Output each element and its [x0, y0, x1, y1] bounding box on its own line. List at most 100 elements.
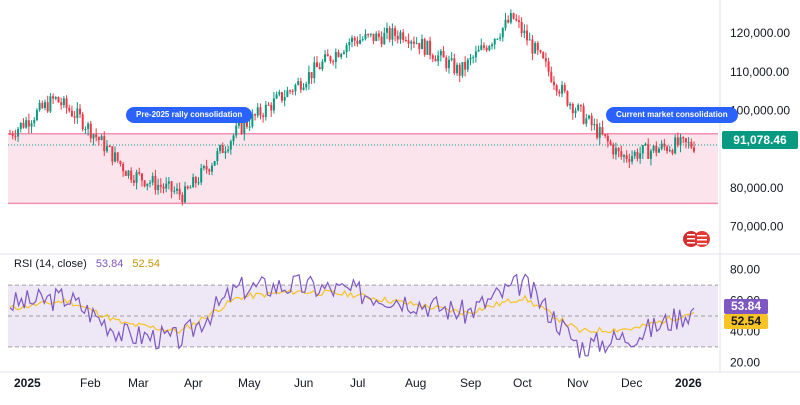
- candle-body: [531, 39, 534, 54]
- candle-body: [668, 150, 671, 152]
- candle-body: [165, 183, 168, 189]
- candle-body: [552, 81, 555, 86]
- candle-body: [431, 55, 434, 59]
- candle-body: [571, 103, 574, 114]
- candle-body: [33, 120, 36, 124]
- candle-body: [348, 42, 351, 46]
- candle-body: [76, 108, 79, 118]
- candle-body: [501, 27, 504, 38]
- candle-body: [264, 104, 267, 117]
- candle-body: [17, 128, 20, 137]
- x-axis-label: Dec: [621, 376, 642, 390]
- candle-body: [396, 35, 399, 40]
- candle-body: [291, 90, 294, 92]
- candle-body: [693, 147, 695, 152]
- candle-body: [140, 173, 143, 181]
- candle-body: [154, 176, 157, 190]
- candle-body: [227, 149, 230, 152]
- candle-body: [676, 137, 679, 146]
- candle-body: [633, 151, 636, 157]
- candle-body: [184, 186, 187, 203]
- candle-body: [488, 45, 491, 51]
- candle-body: [636, 151, 639, 159]
- candle-body: [38, 102, 41, 111]
- candle-body: [380, 36, 383, 45]
- candle-body: [149, 182, 152, 184]
- candle-body: [655, 145, 658, 153]
- candle-body: [92, 134, 95, 139]
- candle-body: [57, 97, 60, 103]
- candle-body: [369, 33, 372, 35]
- candle-body: [412, 41, 415, 44]
- candle-body: [216, 151, 219, 162]
- candle-body: [577, 104, 580, 111]
- candle-body: [146, 183, 149, 187]
- candle-body: [469, 57, 472, 60]
- candle-body: [194, 177, 197, 184]
- candle-body: [515, 18, 518, 21]
- candle-body: [305, 83, 308, 88]
- candle-body: [54, 97, 57, 99]
- candle-body: [453, 58, 456, 74]
- candle-body: [122, 164, 125, 172]
- candle-body: [461, 62, 464, 76]
- candle-body: [612, 144, 615, 155]
- candle-body: [310, 72, 313, 79]
- candle-body: [116, 152, 119, 161]
- candle-body: [65, 98, 68, 108]
- candle-body: [507, 19, 510, 23]
- candle-body: [372, 33, 375, 42]
- candle-body: [329, 56, 332, 62]
- candle-body: [555, 85, 558, 92]
- candle-body: [434, 58, 437, 62]
- rsi-line: [9, 273, 695, 359]
- candle-body: [189, 187, 192, 189]
- candle-body: [690, 142, 693, 148]
- candle-body: [609, 141, 612, 145]
- candle-body: [245, 121, 248, 127]
- candle-body: [639, 153, 642, 159]
- candle-body: [426, 40, 429, 55]
- candle-body: [248, 126, 251, 128]
- candle-body: [197, 182, 200, 184]
- candle-body: [504, 19, 507, 28]
- candle-body: [87, 123, 90, 129]
- candle-body: [256, 107, 259, 116]
- candle-body: [625, 155, 628, 160]
- candle-body: [644, 143, 647, 146]
- candle-body: [464, 62, 467, 70]
- x-axis-label: Aug: [405, 376, 426, 390]
- candle-body: [442, 51, 445, 58]
- candle-body: [682, 137, 685, 139]
- candle-body: [202, 166, 205, 169]
- candle-body: [22, 122, 25, 128]
- candle-body: [200, 168, 203, 183]
- candle-body: [596, 124, 599, 138]
- candle-body: [251, 114, 254, 127]
- candle-body: [593, 124, 596, 126]
- candle-body: [482, 45, 485, 48]
- candle-body: [9, 133, 11, 135]
- us-flag-icon[interactable]: [682, 229, 712, 249]
- candle-body: [579, 104, 582, 107]
- candle-body: [237, 121, 240, 126]
- candle-body: [687, 142, 690, 144]
- candle-body: [679, 137, 682, 146]
- candle-body: [587, 115, 590, 119]
- candle-body: [394, 28, 397, 36]
- price-tick-label: 80,000.00: [730, 181, 784, 195]
- candle-body: [361, 39, 364, 41]
- x-axis-label: 2025: [14, 376, 41, 390]
- candle-body: [512, 13, 515, 19]
- candle-body: [418, 42, 421, 50]
- candle-body: [563, 84, 566, 92]
- candle-body: [353, 37, 356, 41]
- candle-body: [660, 143, 663, 149]
- candle-body: [334, 52, 337, 63]
- candle-body: [458, 64, 461, 76]
- candle-body: [52, 96, 55, 99]
- candle-body: [439, 51, 442, 56]
- candle-body: [520, 21, 523, 34]
